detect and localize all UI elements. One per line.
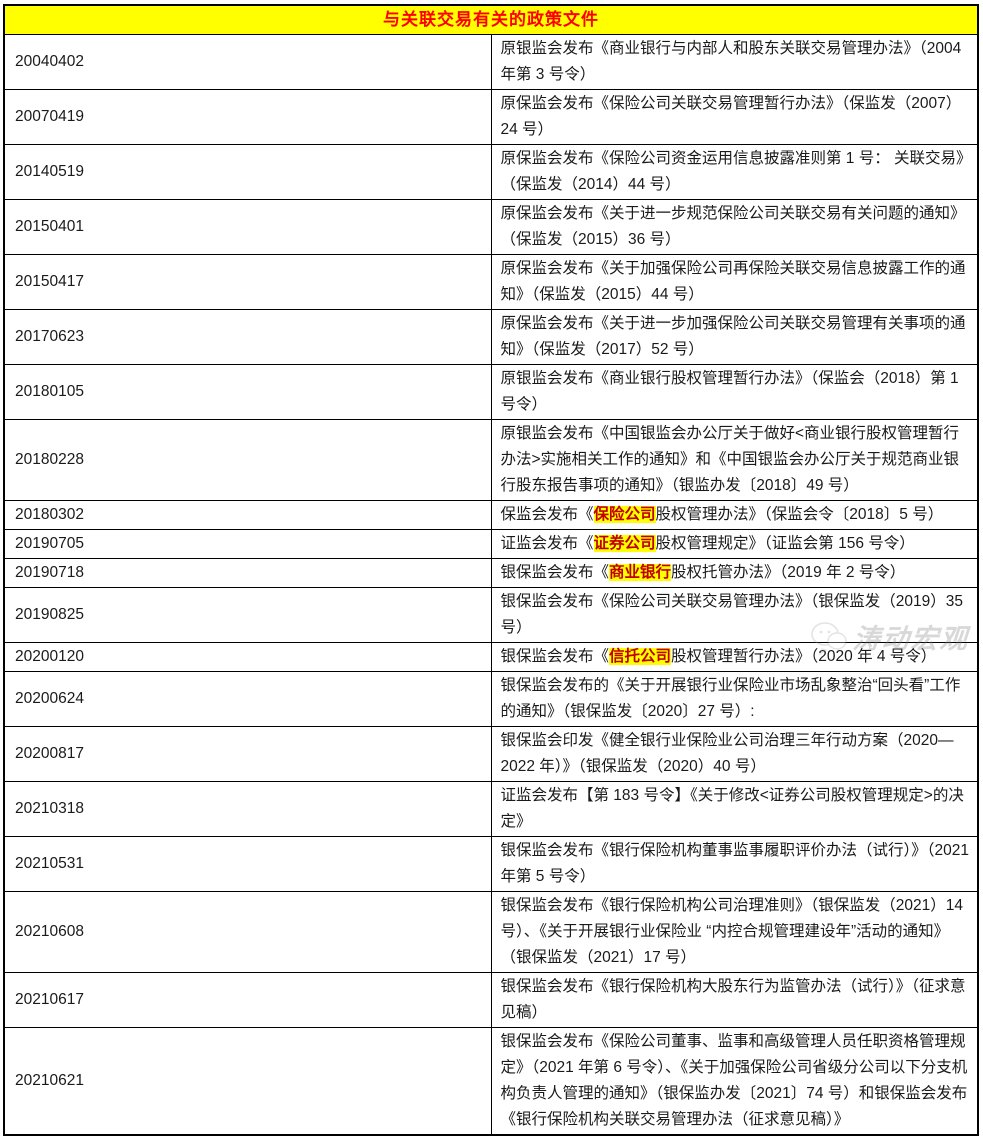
table-row: 20190718 银保监会发布《商业银行股权托管办法》（2019 年 2 号令）: [3, 558, 979, 588]
policy-cell: 原保监会发布《保险公司关联交易管理暂行办法》（保监发（2007）24 号）: [490, 89, 979, 145]
date-cell: 20210608: [3, 891, 492, 973]
table-row: 20070419 原保监会发布《保险公司关联交易管理暂行办法》（保监发（2007）…: [3, 89, 979, 145]
policy-cell: 银保监会发布《银行保险机构公司治理准则》（银保监发（2021）14 号）、《关于…: [490, 891, 979, 973]
date-cell: 20210531: [3, 836, 492, 892]
date-cell: 20200120: [3, 642, 492, 672]
date-cell: 20140519: [3, 144, 492, 200]
policy-text: 证监会发布【第 183 号令】《关于修改<证券公司股权管理规定>的决定》: [500, 787, 964, 830]
page: { "title": "与关联交易有关的政策文件", "colors": { "…: [3, 4, 979, 1136]
table-row: 20150401 原保监会发布《关于进一步规范保险公司关联交易有关问题的通知》（保…: [3, 199, 979, 255]
date-cell: 20210318: [3, 781, 492, 837]
policy-table: 与关联交易有关的政策文件 20040402 原银监会发布《商业银行与内部人和股东关…: [3, 4, 979, 1136]
date-cell: 20190825: [3, 587, 492, 643]
policy-text: 原保监会发布《关于进一步规范保险公司关联交易有关问题的通知》（保监发（2015）…: [500, 205, 966, 248]
policy-text: 原银监会发布《中国银监会办公厅关于做好<商业银行股权管理暂行办法>实施相关工作的…: [500, 425, 960, 494]
policy-text: 原保监会发布《保险公司关联交易管理暂行办法》（保监发（2007）24 号）: [500, 95, 962, 138]
date-cell: 20180302: [3, 500, 492, 530]
policy-cell: 原银监会发布《商业银行与内部人和股东关联交易管理办法》（2004 年第 3 号令…: [490, 34, 979, 90]
date-cell: 20190705: [3, 529, 492, 559]
policy-cell: 证监会发布《证券公司股权管理规定》（证监会第 156 号令）: [490, 529, 979, 559]
date-cell: 20150401: [3, 199, 492, 255]
policy-cell: 证监会发布【第 183 号令】《关于修改<证券公司股权管理规定>的决定》: [490, 781, 979, 837]
policy-cell: 原银监会发布《商业银行股权管理暂行办法》（保监会（2018）第 1 号令）: [490, 364, 979, 420]
date-cell: 20200624: [3, 671, 492, 727]
policy-text: 银保监会发布《银行保险机构公司治理准则》（银保监发（2021）14 号）、《关于…: [500, 897, 963, 966]
policy-text: 原银监会发布《商业银行与内部人和股东关联交易管理办法》（2004 年第 3 号令…: [500, 40, 962, 83]
policy-text: 原保监会发布《关于加强保险公司再保险关联交易信息披露工作的通知》（保监发（201…: [500, 260, 966, 303]
policy-cell: 原保监会发布《保险公司资金运用信息披露准则第 1 号： 关联交易》（保监发（20…: [490, 144, 979, 200]
table-row: 20180105 原银监会发布《商业银行股权管理暂行办法》（保监会（2018）第 …: [3, 364, 979, 420]
policy-text: 银保监会印发《健全银行业保险业公司治理三年行动方案（2020—2022 年）》（…: [500, 732, 954, 775]
policy-cell: 原保监会发布《关于加强保险公司再保险关联交易信息披露工作的通知》（保监发（201…: [490, 254, 979, 310]
policy-text: 银保监会发布《保险公司关联交易管理办法》（银保监发（2019）35 号）: [500, 593, 963, 636]
policy-text: 银保监会发布的《关于开展银行业保险业市场乱象整治“回头看”工作的通知》（银保监发…: [500, 677, 961, 720]
policy-cell: 银保监会印发《健全银行业保险业公司治理三年行动方案（2020—2022 年）》（…: [490, 726, 979, 782]
policy-text: 银保监会发布《银行保险机构董事监事履职评价办法（试行）》（2021 年第 5 号…: [500, 842, 969, 885]
date-cell: 20040402: [3, 34, 492, 90]
highlight-term: 证券公司: [593, 535, 656, 552]
highlight-term: 商业银行: [609, 564, 672, 581]
date-cell: 20200817: [3, 726, 492, 782]
date-cell: 20190718: [3, 558, 492, 588]
table-row: 20180302 保监会发布《保险公司股权管理办法》（保监会令〔2018〕5 号）: [3, 500, 979, 530]
highlight-term: 信托公司: [609, 648, 672, 665]
table-row: 20170623 原保监会发布《关于进一步加强保险公司关联交易管理有关事项的通知》…: [3, 309, 979, 365]
policy-text: 股权托管办法》（2019 年 2 号令）: [671, 564, 906, 581]
table-row: 20150417 原保监会发布《关于加强保险公司再保险关联交易信息披露工作的通知》…: [3, 254, 979, 310]
table-row: 20200120 银保监会发布《信托公司股权管理暂行办法》（2020 年 4 号令…: [3, 642, 979, 672]
table-row: 20210617 银保监会发布《银行保险机构大股东行为监管办法（试行）》（征求意见…: [3, 972, 979, 1028]
header-row: 与关联交易有关的政策文件: [3, 4, 979, 35]
table-row: 20190825 银保监会发布《保险公司关联交易管理办法》（银保监发（2019）3…: [3, 587, 979, 643]
table-row: 20210531 银保监会发布《银行保险机构董事监事履职评价办法（试行）》（202…: [3, 836, 979, 892]
page-title: 与关联交易有关的政策文件: [3, 4, 979, 35]
policy-cell: 银保监会发布《保险公司关联交易管理办法》（银保监发（2019）35 号）: [490, 587, 979, 643]
table-row: 20200624 银保监会发布的《关于开展银行业保险业市场乱象整治“回头看”工作的…: [3, 671, 979, 727]
table-body: 与关联交易有关的政策文件 20040402 原银监会发布《商业银行与内部人和股东关…: [3, 4, 979, 1136]
policy-text: 原保监会发布《关于进一步加强保险公司关联交易管理有关事项的通知》（保监发（201…: [500, 315, 966, 358]
policy-text: 银保监会发布《银行保险机构大股东行为监管办法（试行）》（征求意见稿）: [500, 978, 966, 1021]
table-row: 20200817 银保监会印发《健全银行业保险业公司治理三年行动方案（2020—2…: [3, 726, 979, 782]
date-cell: 20180228: [3, 419, 492, 501]
policy-text: 股权管理暂行办法》（2020 年 4 号令）: [671, 648, 937, 665]
date-cell: 20070419: [3, 89, 492, 145]
policy-text: 原银监会发布《商业银行股权管理暂行办法》（保监会（2018）第 1 号令）: [500, 370, 959, 413]
policy-text: 银保监会发布《: [500, 648, 610, 665]
table-row: 20180228 原银监会发布《中国银监会办公厅关于做好<商业银行股权管理暂行办法…: [3, 419, 979, 501]
table-row: 20210608 银保监会发布《银行保险机构公司治理准则》（银保监发（2021）1…: [3, 891, 979, 973]
policy-text: 证监会发布《: [500, 535, 594, 552]
date-cell: 20170623: [3, 309, 492, 365]
policy-cell: 银保监会发布《银行保险机构大股东行为监管办法（试行）》（征求意见稿）: [490, 972, 979, 1028]
policy-cell: 银保监会发布《商业银行股权托管办法》（2019 年 2 号令）: [490, 558, 979, 588]
table-row: 20190705 证监会发布《证券公司股权管理规定》（证监会第 156 号令）: [3, 529, 979, 559]
policy-text: 银保监会发布《: [500, 564, 610, 581]
table-row: 20140519 原保监会发布《保险公司资金运用信息披露准则第 1 号： 关联交易…: [3, 144, 979, 200]
policy-cell: 保监会发布《保险公司股权管理办法》（保监会令〔2018〕5 号）: [490, 500, 979, 530]
policy-text: 股权管理办法》（保监会令〔2018〕5 号）: [655, 506, 944, 523]
policy-text: 保监会发布《: [500, 506, 594, 523]
table-row: 20210318 证监会发布【第 183 号令】《关于修改<证券公司股权管理规定>…: [3, 781, 979, 837]
policy-cell: 银保监会发布的《关于开展银行业保险业市场乱象整治“回头看”工作的通知》（银保监发…: [490, 671, 979, 727]
policy-cell: 银保监会发布《银行保险机构董事监事履职评价办法（试行）》（2021 年第 5 号…: [490, 836, 979, 892]
table-row: 20040402 原银监会发布《商业银行与内部人和股东关联交易管理办法》（2004…: [3, 34, 979, 90]
policy-cell: 银保监会发布《保险公司董事、监事和高级管理人员任职资格管理规定》（2021 年第…: [490, 1027, 979, 1136]
policy-text: 股权管理规定》（证监会第 156 号令）: [655, 535, 915, 552]
policy-text: 原保监会发布《保险公司资金运用信息披露准则第 1 号： 关联交易》（保监发（20…: [500, 150, 964, 193]
table-row: 20210621 银保监会发布《保险公司董事、监事和高级管理人员任职资格管理规定》…: [3, 1027, 979, 1136]
date-cell: 20150417: [3, 254, 492, 310]
policy-cell: 原银监会发布《中国银监会办公厅关于做好<商业银行股权管理暂行办法>实施相关工作的…: [490, 419, 979, 501]
policy-cell: 原保监会发布《关于进一步加强保险公司关联交易管理有关事项的通知》（保监发（201…: [490, 309, 979, 365]
date-cell: 20210617: [3, 972, 492, 1028]
policy-cell: 原保监会发布《关于进一步规范保险公司关联交易有关问题的通知》（保监发（2015）…: [490, 199, 979, 255]
policy-text: 银保监会发布《保险公司董事、监事和高级管理人员任职资格管理规定》（2021 年第…: [500, 1033, 968, 1128]
date-cell: 20210621: [3, 1027, 492, 1136]
highlight-term: 保险公司: [593, 506, 656, 523]
policy-cell: 银保监会发布《信托公司股权管理暂行办法》（2020 年 4 号令）: [490, 642, 979, 672]
date-cell: 20180105: [3, 364, 492, 420]
